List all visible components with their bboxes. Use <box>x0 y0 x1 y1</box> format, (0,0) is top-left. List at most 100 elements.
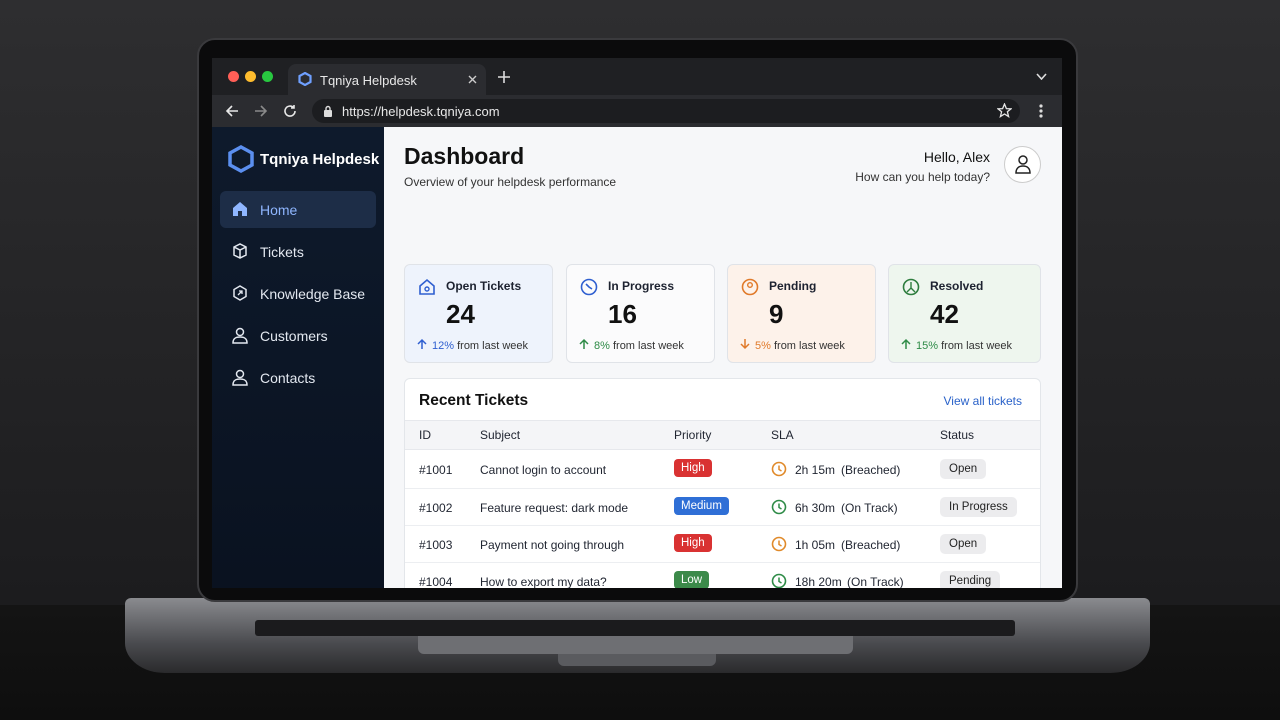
avatar-icon <box>1015 155 1031 174</box>
table-row[interactable]: #1001 Cannot login to account High 2h 15m (B… <box>405 451 1040 488</box>
nav-icon <box>233 243 247 259</box>
stat-card: Pending 9 5% from last week <box>727 264 876 363</box>
priority-badge: Medium <box>674 497 729 515</box>
greeting: Hello, Alex <box>923 149 990 165</box>
new-tab[interactable] <box>498 71 510 83</box>
sla-time: 2h 15m <box>795 463 836 477</box>
ticket-subject: Cannot login to account <box>480 463 607 477</box>
stat-value: 42 <box>930 299 959 329</box>
sla-state: (Breached) <box>841 538 901 552</box>
trend-arrow <box>740 339 750 350</box>
stat-icon <box>580 278 598 296</box>
stat-card: Resolved 42 15% from last week <box>888 264 1041 363</box>
priority-badge: High <box>674 534 712 552</box>
tab-close[interactable] <box>468 75 477 84</box>
trend-change: 8% <box>594 340 610 352</box>
nav-label: Home <box>260 202 298 218</box>
sla-state: (On Track) <box>841 501 898 515</box>
stat-icon <box>419 278 435 295</box>
tab-title: Tqniya Helpdesk <box>320 73 417 88</box>
address-bar: https://helpdesk.tqniya.com <box>212 95 1062 127</box>
trackpad-edge <box>418 636 853 654</box>
status-pill: Pending <box>940 571 1001 588</box>
nav-icon <box>232 327 248 344</box>
trend-change: 5% <box>755 340 771 352</box>
ticket-id: #1004 <box>419 575 453 588</box>
keyboard <box>255 620 1015 636</box>
lid-notch <box>558 654 716 666</box>
table-title: Recent Tickets <box>419 392 529 409</box>
back-button[interactable] <box>225 104 239 118</box>
ticket-subject: Payment not going through <box>480 538 625 552</box>
tickets-table: Recent Tickets View all tickets ID Subjec… <box>404 378 1041 588</box>
page-title: Dashboard <box>404 143 525 169</box>
trend-note: from last week <box>941 340 1013 352</box>
nav-icon <box>233 285 247 301</box>
sla-clock <box>771 461 787 477</box>
forward-button[interactable] <box>254 104 268 118</box>
column-header: Status <box>940 428 975 442</box>
ticket-id: #1001 <box>419 463 453 477</box>
view-all-link[interactable]: View all tickets <box>943 394 1022 408</box>
reload-button[interactable] <box>283 104 297 118</box>
trend-change: 15% <box>916 340 939 352</box>
trend-change: 12% <box>432 340 455 352</box>
nav-item[interactable]: Contacts <box>220 359 376 396</box>
browser-tab[interactable]: Tqniya Helpdesk <box>288 64 486 95</box>
stat-trend: 15% from last week <box>901 338 1012 352</box>
stat-value: 16 <box>608 299 637 329</box>
status-pill: Open <box>940 534 987 554</box>
column-header: Subject <box>480 428 521 442</box>
table-row[interactable]: #1003 Payment not going through High 1h 05m… <box>405 525 1040 562</box>
stat-label: Open Tickets <box>446 279 522 293</box>
tab-favicon <box>298 72 312 86</box>
table-row[interactable]: #1004 How to export my data? Low 18h 20m (On… <box>405 562 1040 588</box>
stat-label: Pending <box>769 279 817 293</box>
nav-label: Tickets <box>260 244 304 260</box>
stat-label: In Progress <box>608 279 675 293</box>
trend-arrow <box>417 338 427 349</box>
table-header <box>405 420 1040 450</box>
trend-note: from last week <box>612 340 684 352</box>
nav-item[interactable]: Customers <box>220 317 376 354</box>
sidebar: Tqniya Helpdesk Home Tickets Knowledge Bas… <box>212 127 384 588</box>
ticket-id: #1003 <box>419 538 453 552</box>
table-row[interactable]: #1002 Feature request: dark mode Medium 6h … <box>405 488 1040 525</box>
stat-trend: 12% from last week <box>417 338 528 352</box>
close-dot[interactable] <box>228 71 239 82</box>
stat-value: 24 <box>446 299 475 329</box>
trend-note: from last week <box>773 340 845 352</box>
tab-menu[interactable] <box>1036 73 1047 80</box>
ticket-subject: Feature request: dark mode <box>480 501 629 515</box>
sla-clock <box>771 536 787 552</box>
column-header: ID <box>419 428 431 442</box>
user-avatar[interactable] <box>1004 146 1041 183</box>
maximize-dot[interactable] <box>262 71 273 82</box>
trend-arrow <box>579 338 589 349</box>
stat-card: In Progress 16 8% from last week <box>566 264 715 363</box>
column-header: Priority <box>674 428 712 442</box>
stat-value: 9 <box>769 299 784 329</box>
nav-item[interactable]: Knowledge Base <box>220 275 376 312</box>
bookmark-star[interactable] <box>997 103 1012 118</box>
sla-time: 1h 05m <box>795 538 836 552</box>
browser-menu[interactable] <box>1039 104 1043 118</box>
sla-state: (On Track) <box>847 575 904 588</box>
sla-clock <box>771 573 787 588</box>
minimize-dot[interactable] <box>245 71 256 82</box>
nav-icon <box>233 202 247 216</box>
nav-item[interactable]: Tickets <box>220 233 376 270</box>
stat-label: Resolved <box>930 279 984 293</box>
sla-time: 18h 20m <box>795 575 842 588</box>
ticket-id: #1002 <box>419 501 453 515</box>
trend-arrow <box>901 338 911 349</box>
nav-item[interactable]: Home <box>220 191 376 228</box>
stat-card: Open Tickets 24 12% from last week <box>404 264 553 363</box>
nav-label: Customers <box>260 328 328 344</box>
status-pill: In Progress <box>940 497 1017 517</box>
url-field[interactable]: https://helpdesk.tqniya.com <box>312 99 1020 123</box>
nav-label: Contacts <box>260 370 316 386</box>
nav-icon <box>232 369 248 386</box>
sla-state: (Breached) <box>841 463 901 477</box>
